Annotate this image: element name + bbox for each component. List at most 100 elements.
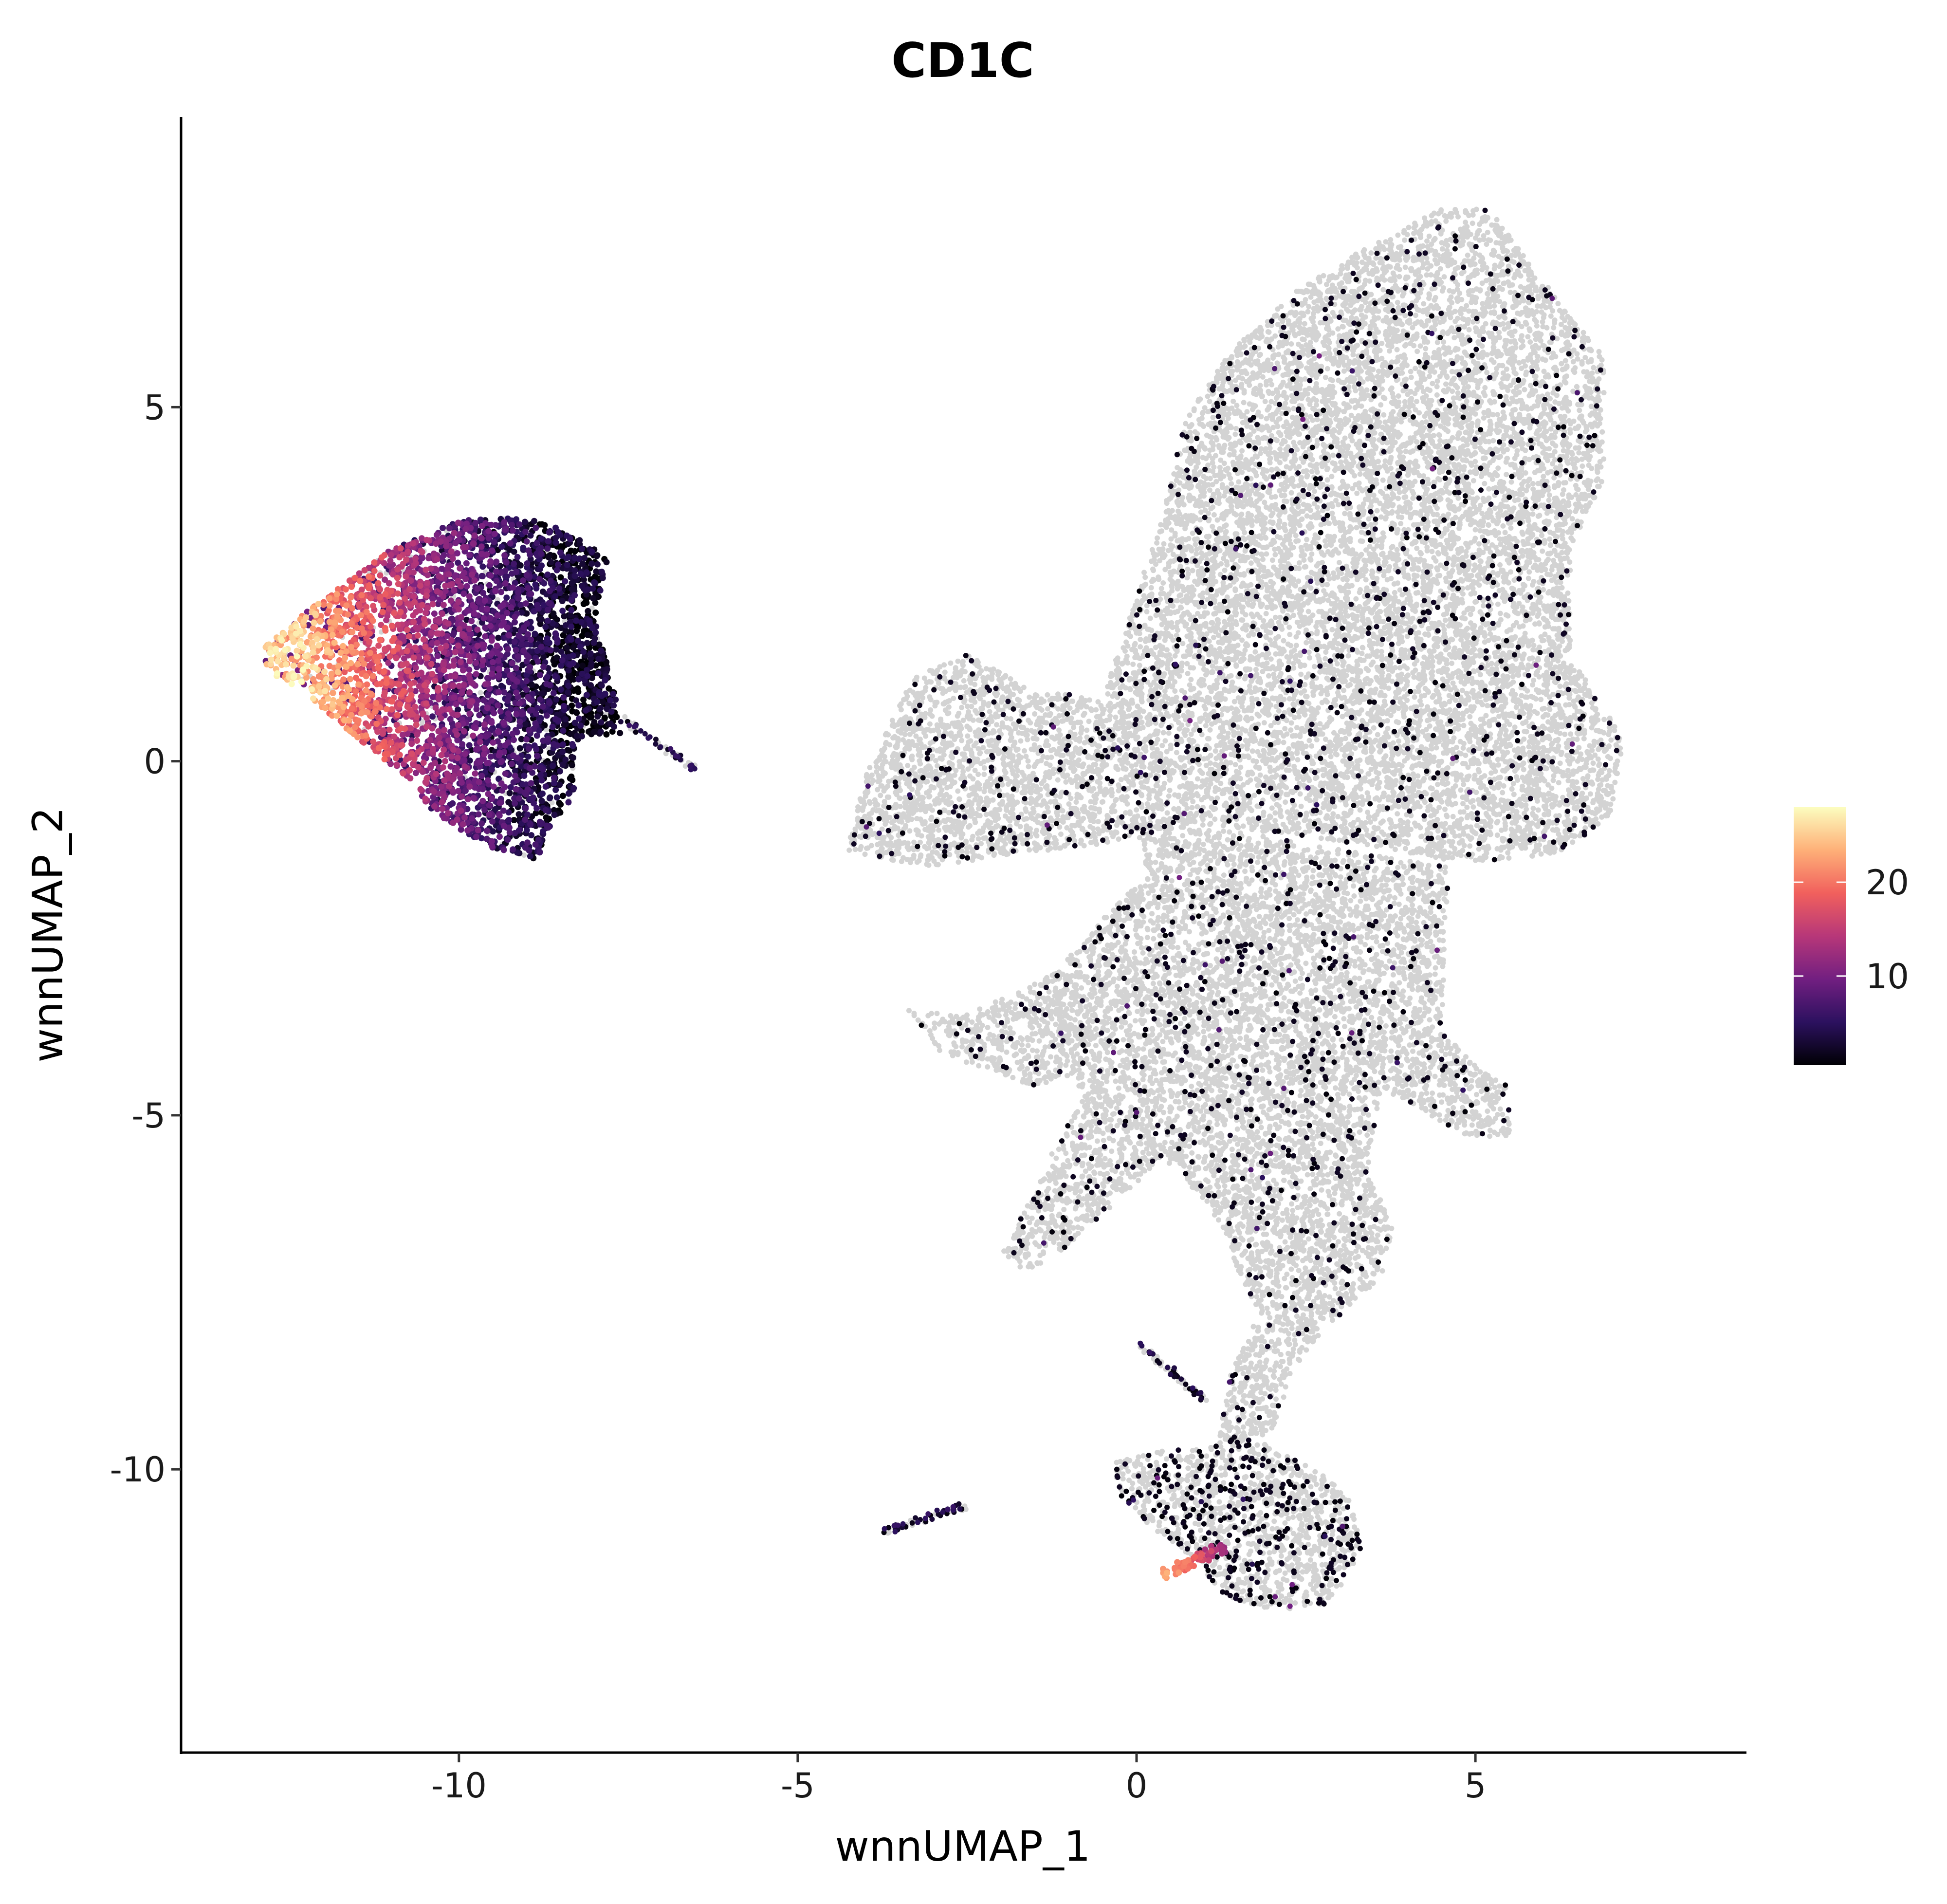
cell-point — [1221, 598, 1227, 604]
cell-point — [1216, 1027, 1222, 1033]
cell-point — [545, 538, 551, 545]
cell-point — [1267, 943, 1273, 948]
cell-point — [1195, 747, 1200, 753]
cell-point — [522, 816, 529, 823]
cell-point — [466, 689, 473, 696]
cell-point — [1122, 1014, 1128, 1019]
cell-point — [1437, 334, 1443, 340]
cell-point — [439, 566, 445, 572]
cell-point — [1253, 593, 1259, 599]
cell-point — [429, 713, 436, 720]
cell-point — [597, 704, 604, 711]
cell-point — [562, 757, 569, 763]
cell-point — [1524, 612, 1529, 618]
cell-point — [429, 596, 436, 603]
cell-point — [1480, 616, 1486, 622]
cell-point — [1285, 843, 1290, 849]
cell-point — [1137, 588, 1142, 594]
cell-point — [494, 612, 501, 619]
cell-point — [1294, 390, 1300, 396]
cell-point — [1415, 931, 1421, 937]
cell-point — [1321, 957, 1327, 963]
cell-point — [1301, 1483, 1306, 1489]
cell-point — [1478, 487, 1484, 493]
cell-point — [482, 633, 489, 640]
cell-point — [1193, 642, 1199, 648]
cell-point — [1299, 1228, 1304, 1234]
cell-point — [563, 555, 570, 562]
cell-point — [1187, 1092, 1193, 1097]
cell-point — [1306, 1069, 1312, 1074]
cell-point — [1209, 1514, 1214, 1519]
cell-point — [1232, 869, 1238, 874]
cell-point — [1527, 837, 1533, 843]
cell-point — [912, 682, 918, 687]
cell-point — [1373, 1217, 1378, 1222]
cell-point — [1402, 796, 1408, 802]
cell-point — [1264, 1541, 1269, 1547]
cell-point — [469, 602, 476, 609]
cell-point — [515, 589, 522, 596]
cell-point — [1555, 386, 1561, 392]
cell-point — [1249, 1123, 1254, 1129]
cell-point — [1109, 778, 1115, 784]
cell-point — [1472, 436, 1478, 442]
cell-point — [1569, 741, 1575, 747]
cell-point — [1050, 724, 1056, 730]
cell-point — [1363, 1169, 1369, 1175]
cell-point — [1308, 859, 1314, 865]
cell-point — [1267, 1185, 1273, 1191]
cell-point — [1332, 930, 1338, 936]
cell-point — [1347, 875, 1353, 881]
cell-point — [996, 735, 1002, 740]
cell-point — [1168, 597, 1174, 603]
cell-point — [556, 781, 563, 788]
cell-point — [1456, 702, 1462, 708]
cell-point — [1227, 915, 1232, 921]
cell-point — [1377, 1024, 1382, 1030]
cell-point — [1079, 1023, 1085, 1029]
cell-point — [538, 797, 545, 804]
cell-point — [1189, 1495, 1194, 1501]
cell-point — [1064, 981, 1069, 987]
cell-point — [1101, 1190, 1106, 1196]
cell-point — [1153, 776, 1159, 781]
cell-point — [1269, 1198, 1275, 1203]
cell-point — [1131, 1497, 1136, 1503]
cell-point — [568, 597, 575, 604]
cell-point — [524, 811, 531, 818]
cell-point — [1070, 1174, 1076, 1180]
cell-point — [1532, 755, 1538, 761]
cell-point — [1191, 1507, 1196, 1513]
cell-point — [1221, 753, 1227, 759]
cell-point — [1153, 992, 1159, 998]
cell-point — [533, 732, 540, 739]
cell-point — [1136, 1473, 1141, 1479]
cell-point — [1416, 359, 1422, 365]
cell-point — [912, 708, 918, 714]
cell-point — [1236, 1417, 1242, 1423]
cell-point — [1412, 650, 1417, 656]
cell-point — [1320, 1131, 1326, 1137]
cell-point — [995, 783, 1001, 789]
cell-point — [1116, 906, 1122, 911]
cell-point — [1476, 841, 1482, 847]
cell-point — [1339, 653, 1344, 659]
cell-point — [1058, 1030, 1064, 1036]
cell-point — [498, 780, 505, 787]
cell-point — [439, 806, 446, 813]
cell-point — [1490, 286, 1496, 292]
cell-point — [602, 690, 608, 697]
cell-point — [1523, 503, 1529, 509]
cell-point — [1154, 958, 1160, 964]
cell-point — [1316, 544, 1322, 550]
cell-point — [523, 610, 530, 617]
cell-point — [1545, 504, 1551, 509]
cell-point — [1563, 468, 1569, 474]
cell-point — [1310, 1100, 1316, 1106]
cell-point — [1239, 1090, 1245, 1095]
cell-point — [1099, 754, 1105, 759]
cell-point — [513, 665, 519, 671]
cell-point — [1101, 735, 1106, 741]
cell-point — [1208, 922, 1213, 927]
